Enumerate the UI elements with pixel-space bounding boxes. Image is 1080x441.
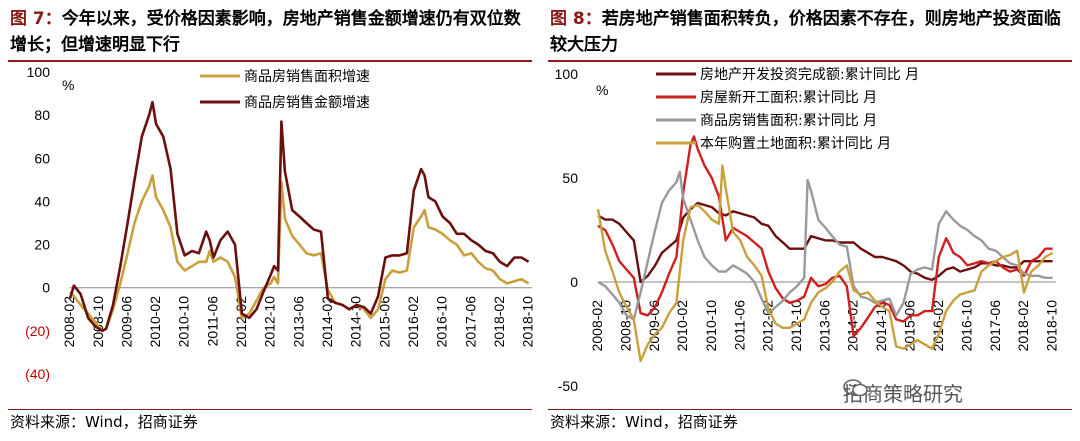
fig7-x-tick-label: 2010-10 [176,296,192,348]
figure-8-number: 图 8： [550,9,602,29]
watermark: 招商策略研究 [843,378,963,407]
fig7-y-tick-label: 80 [34,107,50,123]
fig7-series-line-2 [68,100,530,333]
fig8-x-tick-label: 2010-02 [674,300,690,352]
figure-7-title: 图 7：今年以来，受价格因素影响，房地产销售金额增速仍有双位数增长；但增速明显下… [10,6,530,58]
fig8-series-line-2 [597,135,1053,338]
fig8-legend-label-3: 商品房销售面积:累计同比 月 [700,113,877,129]
fig8-x-tick-label: 2011-06 [731,300,747,351]
fig8-y-tick-label: 50 [562,170,578,186]
figure-8-title-text: 若房地产销售面积转负，价格因素不存在，则房地产投资面临较大压力 [550,9,1061,55]
fig7-x-tick-label: 2018-10 [520,296,536,348]
fig7-y-tick-label: 0 [42,280,50,296]
fig7-y-tick-label: (40) [25,366,50,382]
fig8-series-line-3 [597,170,1053,321]
fig7-x-tick-label: 2009-06 [119,296,135,348]
fig7-x-tick-label: 2010-02 [147,296,163,348]
fig8-x-tick-label: 2018-02 [1015,300,1031,352]
fig7-x-tick-label: 2013-06 [290,296,306,348]
fig7-series-line-1 [69,174,530,333]
fig7-x-tick-label: 2015-06 [376,296,392,348]
figure-7-number: 图 7： [10,9,62,29]
fig8-y-tick-label: 100 [555,66,579,82]
fig8-y-tick-label: 0 [570,274,578,290]
fig7-x-tick-label: 2008-02 [61,296,77,348]
figure-7-top-rule [8,60,532,62]
fig8-x-tick-label: 2014-10 [873,300,889,352]
fig8-x-tick-label: 2015-06 [902,300,918,352]
fig7-unit-label: % [62,77,74,93]
fig7-y-tick-label: 20 [34,237,50,253]
fig7-y-tick-label: 60 [34,150,50,166]
fig7-x-tick-label: 2014-10 [348,296,364,348]
fig8-x-tick-label: 2010-10 [703,300,719,352]
figure-8-title: 图 8：若房地产销售面积转负，价格因素不存在，则房地产投资面临较大压力 [550,6,1070,58]
figure-8-panel: 图 8：若房地产销售面积转负，价格因素不存在，则房地产投资面临较大压力 100 5… [540,0,1080,441]
fig8-legend-label-2: 房屋新开工面积:累计同比 月 [700,90,877,106]
wechat-icon [843,379,868,397]
fig8-x-tick-label: 2012-10 [788,300,804,352]
fig7-x-tick-label: 2016-10 [434,296,450,348]
fig8-x-tick-label: 2013-06 [817,300,833,352]
fig7-y-tick-label: 40 [34,193,50,209]
fig7-x-tick-label: 2008-10 [90,296,106,348]
fig8-x-tick-label: 2016-02 [930,300,946,352]
figure-8-bottom-rule [548,409,1072,410]
figure-8-source: 资料来源：Wind，招商证券 [550,413,738,431]
fig7-legend-label-2: 商品房销售金额增速 [244,95,370,111]
fig8-x-tick-label: 2017-06 [987,300,1003,352]
fig7-x-tick-label: 2012-10 [262,296,278,348]
fig7-x-tick-label: 2016-02 [405,296,421,348]
figure-7-source: 资料来源：Wind，招商证券 [10,413,198,431]
fig8-x-tick-label: 2016-10 [958,300,974,352]
fig7-y-tick-label: 100 [27,64,51,80]
figure-7-bottom-rule [8,409,532,410]
fig8-series-line-1 [597,201,1053,284]
fig8-x-tick-label: 2008-02 [589,300,605,352]
fig7-x-tick-label: 2018-02 [491,296,507,348]
figure-7-panel: 图 7：今年以来，受价格因素影响，房地产销售金额增速仍有双位数增长；但增速明显下… [8,6,536,431]
fig7-legend-label-1: 商品房销售面积增速 [244,69,370,85]
fig7-x-tick-label: 2014-02 [319,296,335,348]
fig8-x-tick-label: 2018-10 [1044,300,1060,352]
figure-8-top-rule [548,60,1072,62]
figure-7-chart: 100 80 60 40 20 0 (20) (40)% 2008-02 2008-10 2009-… [25,64,536,382]
fig8-legend-label-4: 本年购置土地面积:累计同比 月 [700,136,891,152]
fig7-x-tick-label: 2012-02 [233,296,249,348]
figure-7-title-text: 今年以来，受价格因素影响，房地产销售金额增速仍有双位数增长；但增速明显下行 [10,9,521,55]
fig8-y-tick-label: -50 [558,378,578,394]
fig7-x-tick-label: 2011-06 [205,296,221,347]
fig8-legend-label-1: 房地产开发投资完成额:累计同比 月 [700,67,919,83]
fig8-series-line-4 [596,164,1054,363]
fig8-unit-label: % [596,82,608,98]
fig7-x-tick-label: 2017-06 [462,296,478,348]
fig7-y-tick-label: (20) [25,323,50,339]
